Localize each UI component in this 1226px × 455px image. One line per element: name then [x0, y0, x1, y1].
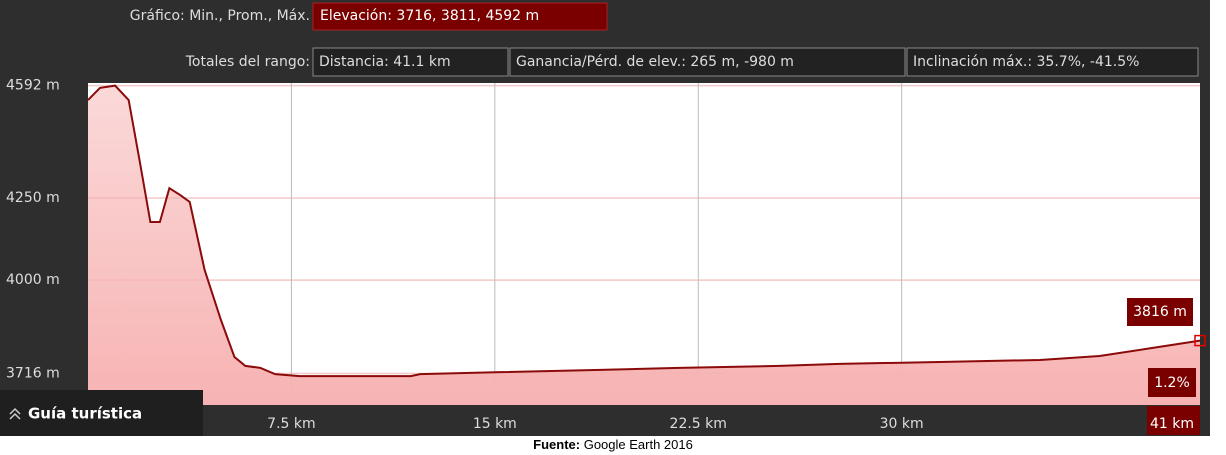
gain-box — [509, 47, 906, 77]
chevron-icon — [9, 407, 21, 415]
graph-label: Gráfico: Min., Prom., Máx. — [130, 8, 310, 24]
x-end-box — [1147, 406, 1200, 435]
cursor-marker — [1194, 334, 1206, 347]
x-tick-label: 15 km — [473, 416, 517, 432]
x-tick-label: 22.5 km — [670, 416, 727, 432]
x-tick-label: 7.5 km — [267, 416, 315, 432]
chevron-icon — [9, 412, 21, 420]
slope-label-box — [1148, 368, 1196, 397]
slope-box — [906, 47, 1199, 77]
totals-label: Totales del rango: — [185, 54, 310, 70]
cursor-label: 3816 m — [1133, 304, 1187, 320]
tour-button[interactable] — [0, 390, 203, 436]
source-label: Fuente: — [533, 437, 581, 452]
y-tick-label: 4000 m — [6, 272, 60, 288]
tour-button-label[interactable]: Guía turística — [28, 405, 142, 423]
elevation-stats: Elevación: 3716, 3811, 4592 m — [320, 8, 539, 24]
distance-box — [312, 47, 509, 77]
x-tick-label: 30 km — [880, 416, 924, 432]
y-tick-label: 3716 m — [6, 365, 60, 381]
gain-loss: Ganancia/Pérd. de elev.: 265 m, -980 m — [516, 54, 794, 70]
elevation-box — [312, 2, 608, 31]
elevation-profile: Gráfico: Min., Prom., Máx. Elevación: 37… — [0, 0, 1210, 436]
max-slope: Inclinación máx.: 35.7%, -41.5% — [913, 54, 1139, 70]
plot-area — [88, 83, 1200, 405]
slope-label: 1.2% — [1154, 375, 1190, 391]
source-text: Google Earth 2016 — [583, 437, 693, 452]
y-tick-label: 4592 m — [6, 78, 60, 94]
distance: Distancia: 41.1 km — [319, 54, 451, 70]
source-caption: Fuente: Google Earth 2016 — [0, 437, 1226, 452]
x-tick-label: 41 km — [1150, 416, 1194, 432]
cursor-label-box — [1127, 298, 1193, 326]
y-tick-label: 4250 m — [6, 190, 60, 206]
line — [87, 84, 1201, 378]
area — [88, 85, 1200, 405]
